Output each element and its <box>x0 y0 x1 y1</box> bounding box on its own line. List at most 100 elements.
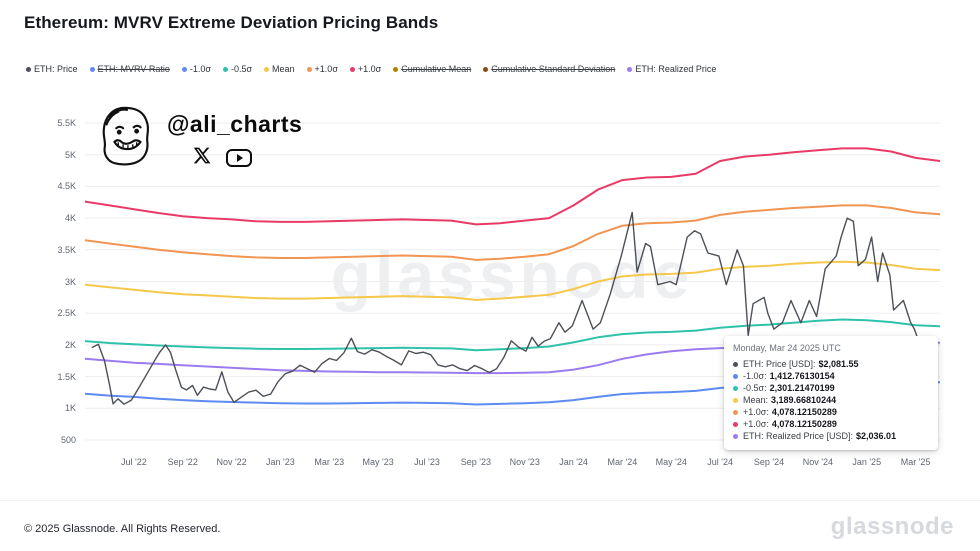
tooltip-dot <box>733 421 738 427</box>
x-axis-label: Sep '22 <box>167 457 198 467</box>
legend-label: -0.5σ <box>230 64 253 74</box>
x-axis-label: Sep '24 <box>753 457 785 467</box>
ali-charts-avatar <box>95 103 157 176</box>
legend-label: +1.0σ <box>314 64 338 74</box>
legend-dot <box>627 66 633 72</box>
legend-item-eth-price[interactable]: ETH: Price <box>26 64 78 74</box>
tooltip-rows: ETH: Price [USD]: $2,081.55 -1.0σ: 1,412.76… <box>733 358 929 442</box>
footer-divider <box>0 500 980 501</box>
tooltip-value: 1,412.76130154 <box>769 371 835 381</box>
tooltip-row: -1.0σ: 1,412.76130154 <box>733 370 929 382</box>
series-minus-05-sigma <box>85 318 940 352</box>
tooltip-dot <box>733 373 738 379</box>
glassnode-logo: glassnode <box>830 513 954 540</box>
x-axis-label: Jan '24 <box>559 457 588 467</box>
tooltip-value: $2,036.01 <box>856 431 897 441</box>
tooltip-label: +1.0σ: <box>743 407 769 417</box>
legend-item-1-0[interactable]: -1.0σ <box>181 64 211 74</box>
legend-item-cumulative-mean[interactable]: Cumulative Mean <box>393 64 471 74</box>
legend-dot <box>306 66 312 72</box>
youtube-play-icon <box>226 149 252 167</box>
tooltip-value: 4,078.12150289 <box>771 407 837 417</box>
legend-label: ETH: Price <box>34 64 78 74</box>
x-twitter-icon <box>193 146 212 170</box>
tooltip-row: -0.5σ: 2,301.21470199 <box>733 382 929 394</box>
legend-item-1-0[interactable]: +1.0σ <box>306 64 338 74</box>
tooltip-label: -0.5σ: <box>743 383 767 393</box>
chart-plot-area[interactable] <box>85 105 940 450</box>
legend-dot <box>181 66 187 72</box>
legend-dot <box>393 66 399 72</box>
tooltip-dot <box>733 361 738 367</box>
tooltip-value: 3,189.66810244 <box>771 395 837 405</box>
x-axis-label: Nov '23 <box>509 457 540 467</box>
legend-dot <box>264 66 270 72</box>
tooltip-row: Mean: 3,189.66810244 <box>733 394 929 406</box>
y-axis-label: 1.5K <box>57 371 76 382</box>
legend-dot <box>349 66 355 72</box>
x-axis-label: Sep '23 <box>460 457 491 467</box>
tooltip-row: +1.0σ: 4,078.12150289 <box>733 418 929 430</box>
legend-dot <box>222 66 228 72</box>
y-axis-label: 4K <box>64 213 76 224</box>
legend-dot <box>89 66 95 72</box>
legend-item-cumulative-standard-deviation[interactable]: Cumulative Standard Deviation <box>483 64 615 74</box>
y-axis-label: 2K <box>64 339 76 350</box>
legend-dot <box>26 66 31 72</box>
legend-dot <box>483 66 489 72</box>
chart-tooltip: Monday, Mar 24 2025 UTC ETH: Price [USD]… <box>724 336 938 450</box>
legend-item-eth-mvrv-ratio[interactable]: ETH: MVRV Ratio <box>89 64 170 74</box>
tooltip-dot <box>733 385 738 391</box>
tooltip-value: $2,081.55 <box>818 359 859 369</box>
series-plus-1-sigma-upper <box>85 147 940 226</box>
x-axis-label: Jul '23 <box>414 457 440 467</box>
tooltip-label: +1.0σ: <box>743 419 769 429</box>
y-axis-label: 2.5K <box>57 308 76 319</box>
tooltip-dot <box>733 397 738 403</box>
legend-item-0-5[interactable]: -0.5σ <box>222 64 253 74</box>
x-axis-label: May '24 <box>655 457 687 467</box>
y-axis-label: 5K <box>64 149 76 160</box>
tooltip-value: 4,078.12150289 <box>771 419 837 429</box>
tooltip-dot <box>733 409 738 415</box>
y-axis-label: 3.5K <box>57 244 76 255</box>
tooltip-value: 2,301.21470199 <box>769 383 835 393</box>
x-axis-label: Mar '23 <box>314 457 345 467</box>
y-axis-label: 3K <box>64 276 76 287</box>
legend: ETH: Price ETH: MVRV Ratio -1.0σ -0.5σ Mean +… <box>26 64 716 74</box>
x-axis-label: Jul '22 <box>120 457 147 467</box>
footer-copyright: © 2025 Glassnode. All Rights Reserved. <box>24 523 221 535</box>
tooltip-dot <box>733 433 738 439</box>
tooltip-label: Mean: <box>743 395 769 405</box>
x-axis-label: Jul '24 <box>707 457 734 467</box>
chart-svg <box>85 122 940 441</box>
series-plus-1-sigma <box>85 204 940 261</box>
legend-label: Cumulative Standard Deviation <box>491 64 616 74</box>
legend-label: +1.0σ <box>357 64 382 74</box>
tooltip-label: ETH: Price [USD]: <box>743 359 816 369</box>
y-axis-label: 500 <box>60 435 76 445</box>
ali-charts-watermark: @ali_charts <box>95 103 302 176</box>
legend-label: ETH: Realized Price <box>635 64 717 74</box>
x-axis-label: Nov '22 <box>216 457 247 467</box>
x-axis-label: May '23 <box>362 457 394 467</box>
x-axis-label: Jan '25 <box>852 457 882 467</box>
y-axis-label: 4.5K <box>57 181 76 192</box>
legend-item-mean[interactable]: Mean <box>264 64 295 74</box>
legend-item-1-0[interactable]: +1.0σ <box>349 64 382 74</box>
legend-label: -1.0σ <box>189 64 211 74</box>
series-eth-price <box>91 211 936 405</box>
tooltip-row: ETH: Realized Price [USD]: $2,036.01 <box>733 430 929 442</box>
y-axis-label: 5.5K <box>57 118 76 128</box>
legend-label: ETH: MVRV Ratio <box>97 64 170 74</box>
tooltip-label: ETH: Realized Price [USD]: <box>743 431 854 441</box>
legend-label: Cumulative Mean <box>401 64 472 74</box>
tooltip-row: +1.0σ: 4,078.12150289 <box>733 406 929 418</box>
series-mean <box>85 260 940 301</box>
legend-label: Mean <box>272 64 295 74</box>
tooltip-row: ETH: Price [USD]: $2,081.55 <box>733 358 929 370</box>
tooltip-date: Monday, Mar 24 2025 UTC <box>733 343 841 353</box>
legend-item-eth-realized-price[interactable]: ETH: Realized Price <box>627 64 716 74</box>
page-title: Ethereum: MVRV Extreme Deviation Pricing… <box>24 13 439 32</box>
